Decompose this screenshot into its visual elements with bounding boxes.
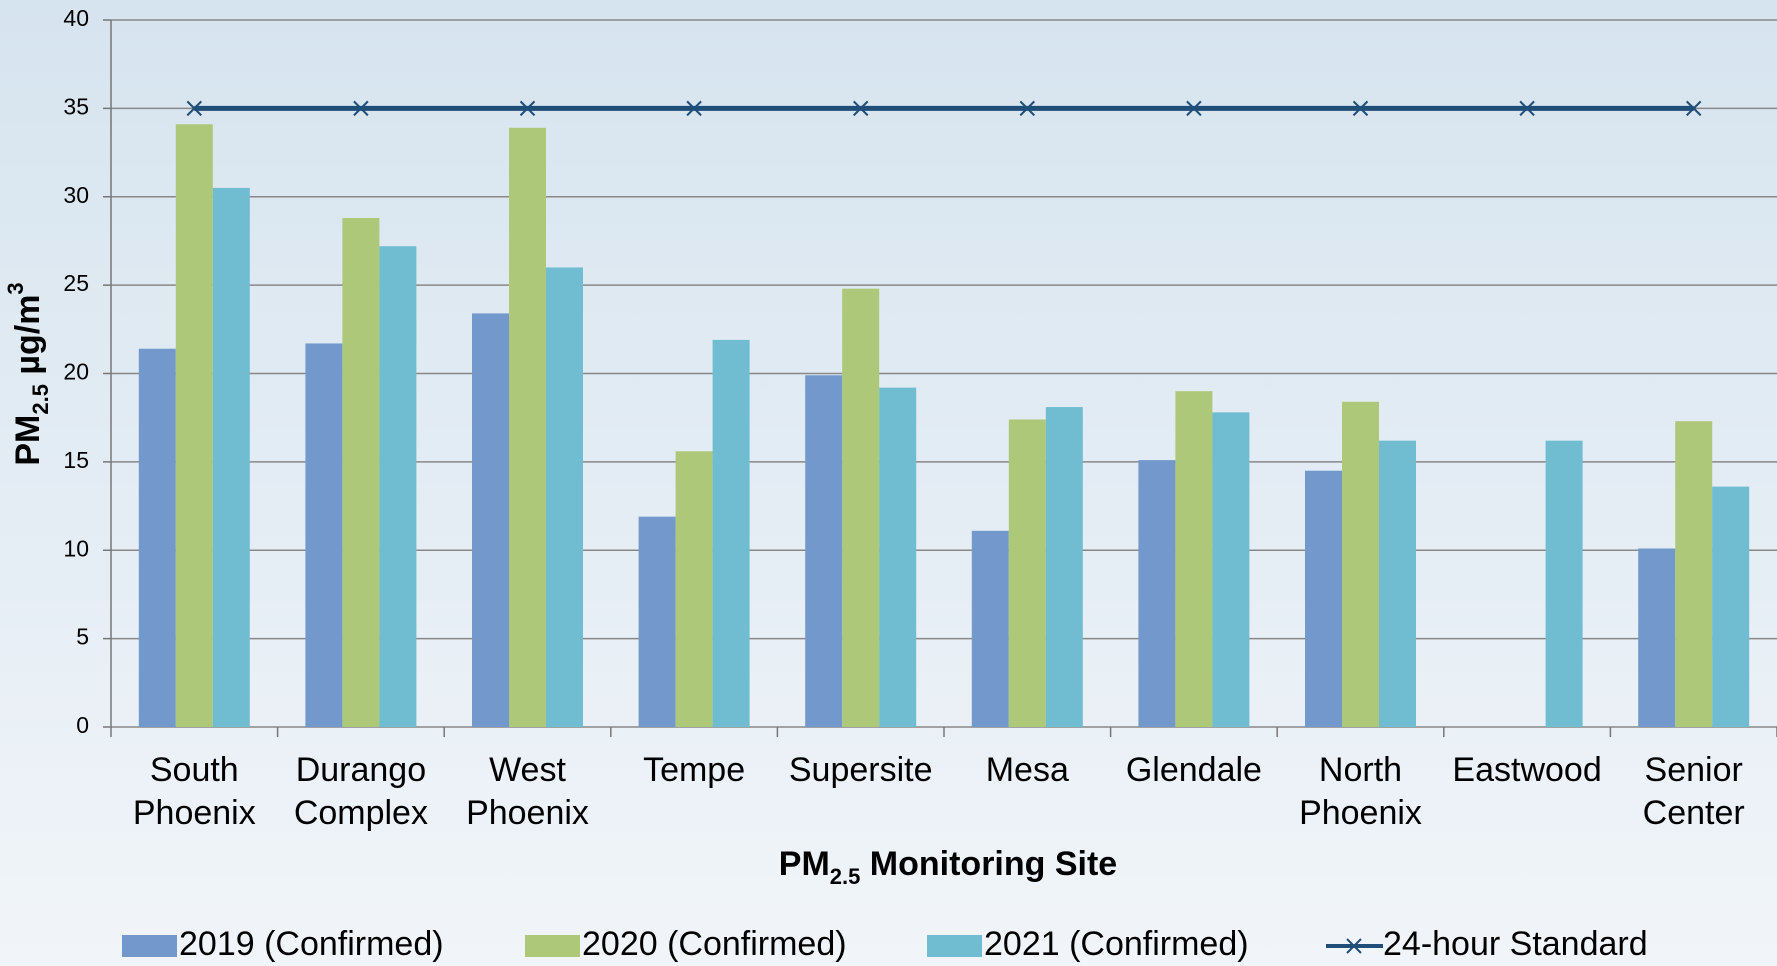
- legend-swatch: [525, 935, 580, 957]
- legend-marker: [1346, 938, 1362, 954]
- bar: [1379, 440, 1416, 727]
- line-marker: [686, 100, 702, 117]
- bar: [712, 339, 750, 727]
- y-tick-label: 25: [63, 270, 89, 296]
- bar: [1638, 548, 1676, 727]
- bar: [305, 343, 343, 727]
- legend-label: 2019 (Confirmed): [179, 925, 444, 963]
- x-tick-label: Phoenix: [133, 794, 256, 832]
- bar: [805, 375, 843, 727]
- bar: [971, 530, 1009, 727]
- x-tick-label: Phoenix: [466, 794, 589, 832]
- label-part: 2.5: [830, 864, 861, 889]
- x-tick-label: South: [150, 751, 239, 789]
- line-marker: [186, 100, 203, 117]
- bar: [638, 516, 676, 727]
- line-marker: [1186, 100, 1202, 117]
- x-tick-label: Mesa: [986, 751, 1069, 789]
- label-part: PM: [779, 845, 830, 883]
- bar: [379, 246, 417, 728]
- bar: [175, 124, 213, 728]
- bar: [342, 217, 380, 727]
- bar: [1545, 440, 1583, 727]
- label-part: 2.5: [28, 384, 53, 415]
- bar: [509, 127, 546, 727]
- legend-label: 2021 (Confirmed): [984, 925, 1249, 963]
- line-marker: [519, 100, 536, 117]
- y-tick-label: 40: [63, 5, 89, 31]
- y-tick-label: 5: [76, 624, 89, 650]
- x-tick-label: Tempe: [643, 751, 745, 789]
- bar: [1212, 412, 1250, 727]
- x-tick-label: Glendale: [1126, 751, 1262, 789]
- bar: [1138, 460, 1176, 727]
- legend-label: 24-hour Standard: [1383, 925, 1648, 963]
- bar: [546, 267, 583, 727]
- bar: [138, 348, 176, 727]
- bar: [1045, 407, 1083, 727]
- line-marker: [1685, 100, 1702, 117]
- bar: [1342, 401, 1379, 727]
- line-marker: [852, 100, 869, 117]
- x-tick-label: West: [489, 751, 566, 789]
- legend-swatch: [927, 935, 982, 957]
- bar: [879, 387, 917, 727]
- bar: [1675, 421, 1713, 727]
- x-axis-title: PM2.5 Monitoring Site: [779, 845, 1117, 889]
- y-axis-title: PM2.5 µg/m3: [3, 282, 53, 465]
- y-tick-label: 20: [63, 359, 89, 385]
- y-tick-label: 30: [63, 182, 89, 208]
- bar: [842, 288, 880, 727]
- bar: [472, 313, 509, 727]
- x-tick-label: North: [1319, 751, 1402, 789]
- label-part: µg/m: [9, 295, 47, 384]
- legend-swatch: [122, 935, 177, 957]
- x-tick-label: Phoenix: [1299, 794, 1422, 832]
- y-tick-label: 10: [63, 535, 89, 561]
- x-tick-label: Durango: [296, 751, 426, 789]
- line-marker: [353, 100, 369, 117]
- line-marker: [1019, 100, 1036, 117]
- line-marker: [1519, 100, 1535, 117]
- x-tick-label: Supersite: [789, 751, 933, 789]
- bar: [1712, 486, 1750, 727]
- label-part: 3: [3, 282, 28, 294]
- y-tick-label: 15: [63, 447, 89, 473]
- bar: [1175, 391, 1213, 727]
- label-part: PM: [9, 415, 47, 466]
- line-marker: [1352, 100, 1369, 117]
- y-tick-label: 0: [76, 712, 89, 738]
- x-tick-label: Center: [1643, 794, 1745, 832]
- x-tick-label: Senior: [1645, 751, 1743, 789]
- bar: [675, 451, 713, 727]
- bar: [1305, 470, 1342, 727]
- label-part: Monitoring Site: [860, 845, 1117, 883]
- y-tick-label: 35: [63, 93, 89, 119]
- legend-label: 2020 (Confirmed): [582, 925, 847, 963]
- bar: [212, 187, 250, 728]
- bar: [1008, 419, 1046, 727]
- x-tick-label: Complex: [294, 794, 428, 832]
- x-tick-label: Eastwood: [1452, 751, 1601, 789]
